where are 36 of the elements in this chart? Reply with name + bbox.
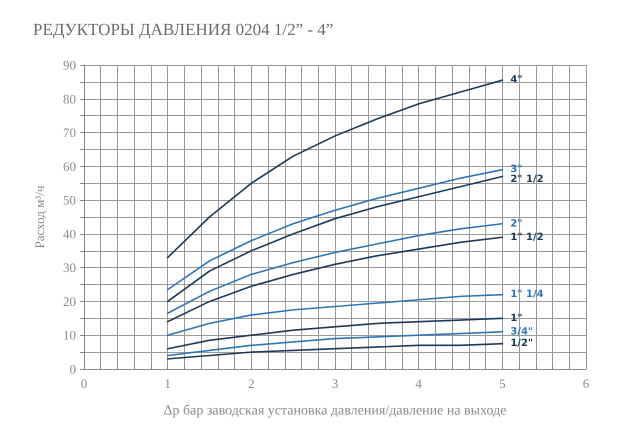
line-series <box>166 342 504 360</box>
chart-title: РЕДУКТОРЫ ДАВЛЕНИЯ 0204 1/2” - 4” <box>33 20 334 39</box>
x-tick-label: 4 <box>415 376 422 391</box>
y-tick-label: 70 <box>63 125 76 140</box>
y-tick-label: 30 <box>63 260 76 276</box>
y-axis-title: Расход м³/ч <box>32 185 47 248</box>
x-axis-title: Δр бар заводская установка давления/давление на выходе <box>164 404 506 418</box>
y-tick-label: 50 <box>63 192 76 208</box>
x-tick-label: 1 <box>164 376 171 391</box>
series-label: 2" <box>510 218 523 230</box>
y-tick-label: 40 <box>63 226 76 242</box>
series-label: 1" <box>510 312 523 324</box>
line-series <box>166 222 504 314</box>
y-tick-label: 20 <box>63 294 76 309</box>
y-tick-label: 80 <box>63 91 76 106</box>
series-label: 4" <box>510 74 523 86</box>
series-label: 1" 1/2 <box>510 232 544 243</box>
line-series <box>166 236 504 323</box>
series-label: 3" <box>510 164 523 176</box>
line-series <box>166 331 504 356</box>
x-tick-label: 5 <box>499 376 506 391</box>
x-tick-label: 0 <box>80 376 88 391</box>
line-series <box>166 294 504 336</box>
x-tick-label: 2 <box>248 376 255 391</box>
series-label: 3/4" <box>510 326 534 338</box>
y-tick-label: 0 <box>70 362 76 376</box>
y-tick-label: 60 <box>63 158 76 174</box>
series-label: 1" 1/4 <box>510 289 544 300</box>
series-label: 1/2" <box>510 338 534 350</box>
line-series <box>166 79 504 258</box>
y-tick-label: 10 <box>63 328 76 343</box>
line-series <box>166 318 504 350</box>
series-label: 2" 1/2 <box>510 174 544 186</box>
x-tick-label: 6 <box>582 376 590 391</box>
x-tick-label: 3 <box>332 376 338 391</box>
y-tick-label: 90 <box>63 58 76 72</box>
